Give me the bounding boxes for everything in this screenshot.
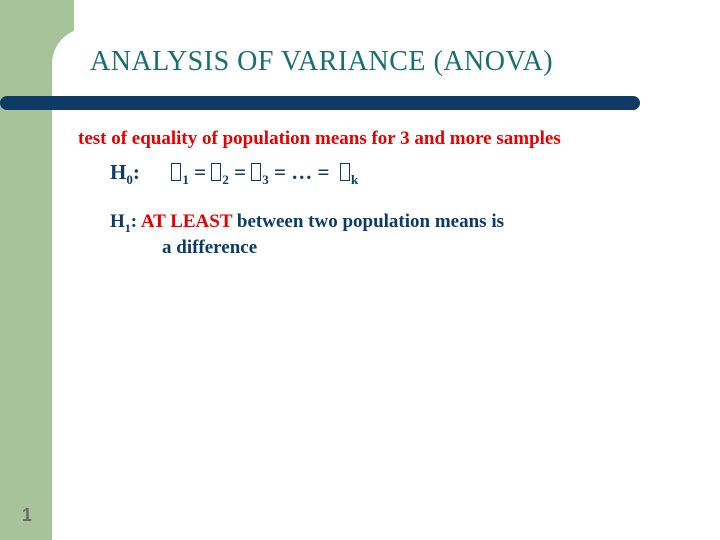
title-underline-rule	[0, 96, 640, 110]
eq-ellipsis: = … =	[269, 160, 335, 184]
placeholder-glyph-icon	[171, 163, 181, 181]
mu-sub: 1	[182, 172, 189, 187]
placeholder-glyph-icon	[340, 163, 350, 181]
h1-rest-line1: between two population means is	[232, 211, 504, 232]
hypothesis-h0: H0: 1 = 2 = 3 = … = k	[110, 160, 358, 188]
mu-sub: 2	[222, 172, 229, 187]
mu-sub: k	[351, 172, 358, 187]
mu-3: 3	[251, 160, 269, 188]
eq: =	[229, 160, 251, 184]
mu-2: 2	[211, 160, 229, 188]
mu-k: k	[340, 160, 358, 188]
eq: =	[189, 160, 211, 184]
subtitle: test of equality of population means for…	[78, 128, 561, 150]
mu-sub: 3	[262, 172, 269, 187]
h0-colon: :	[133, 160, 140, 184]
h0-label: H	[110, 160, 126, 184]
h1-colon: :	[131, 211, 141, 232]
hypothesis-h1: H1: AT LEAST between two population mean…	[110, 210, 650, 260]
slide-title: ANALYSIS OF VARIANCE (ANOVA)	[90, 46, 553, 78]
page-number: 1	[22, 505, 32, 526]
mu-1: 1	[171, 160, 189, 188]
h1-atleast: AT LEAST	[141, 211, 232, 232]
placeholder-glyph-icon	[211, 163, 221, 181]
h1-label: H	[110, 211, 125, 232]
h1-rest-line2: a difference	[110, 236, 650, 260]
placeholder-glyph-icon	[251, 163, 261, 181]
